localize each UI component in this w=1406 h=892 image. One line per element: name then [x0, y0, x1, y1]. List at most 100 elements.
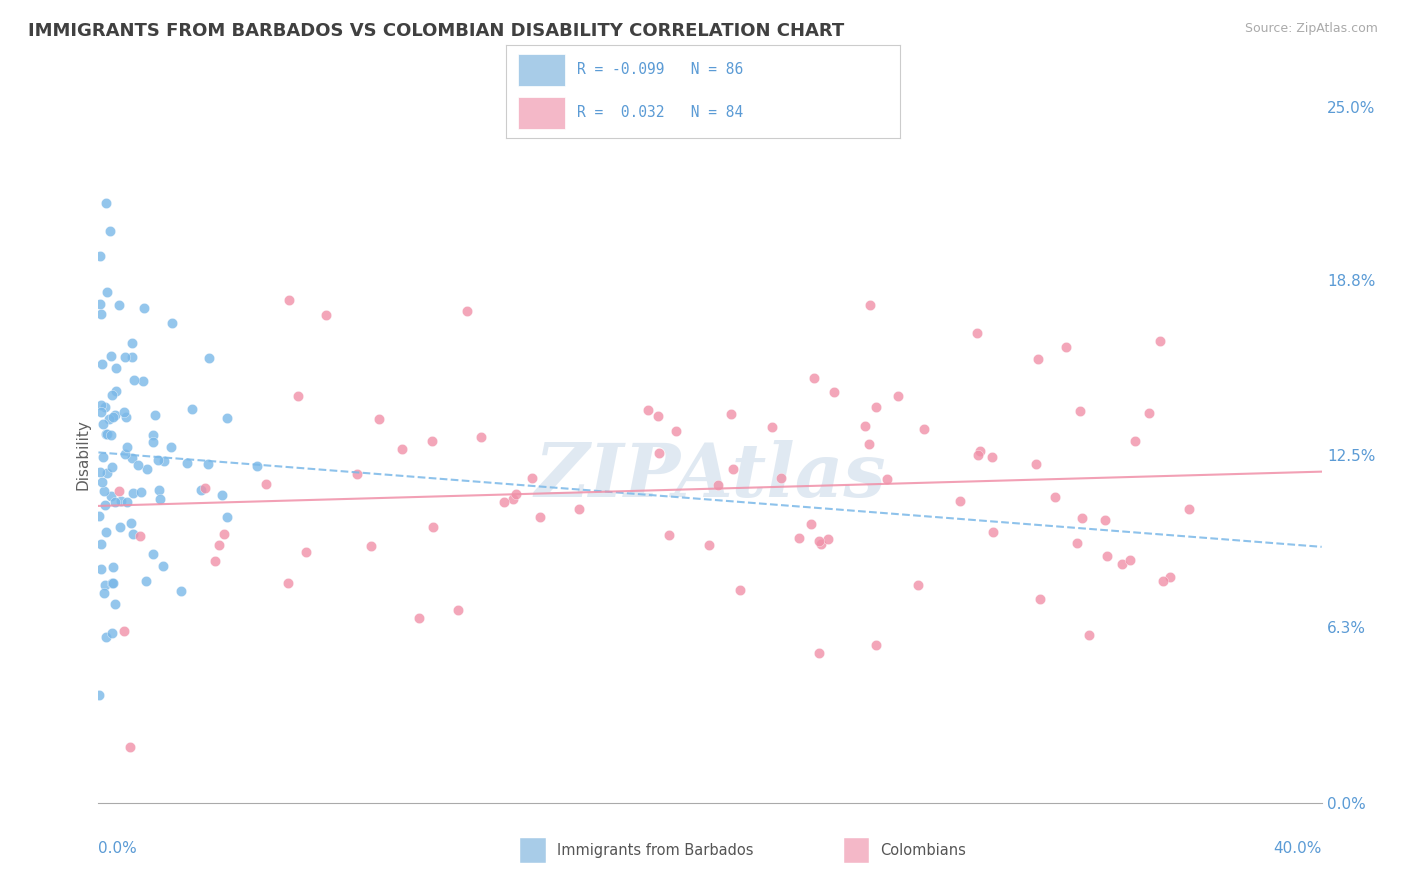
Point [90, 398, 112, 412]
Point [115, 494, 138, 508]
Point [699, 538, 721, 552]
Point [121, 336, 143, 351]
Text: Colombians: Colombians [880, 844, 966, 858]
Point [93, 498, 115, 512]
Point [90, 537, 112, 551]
Point [1078, 627, 1101, 641]
Point [887, 389, 910, 403]
Point [204, 554, 226, 568]
Point [492, 495, 515, 509]
Point [96, 466, 118, 480]
Point [121, 451, 143, 466]
Point [1071, 511, 1094, 525]
Point [1069, 404, 1091, 418]
Point [912, 422, 935, 436]
Point [720, 407, 742, 421]
Point [129, 485, 152, 500]
Point [98, 225, 121, 239]
Point [665, 424, 688, 438]
Point [876, 471, 898, 485]
Point [761, 420, 783, 434]
Point [160, 316, 183, 330]
Point [800, 517, 823, 532]
Point [287, 389, 309, 403]
Point [94, 427, 117, 442]
Point [859, 297, 882, 311]
FancyBboxPatch shape [517, 97, 565, 129]
Point [212, 526, 235, 541]
Point [101, 388, 124, 402]
Point [447, 603, 470, 617]
Point [122, 373, 145, 387]
Point [181, 401, 204, 416]
Point [1026, 352, 1049, 367]
Point [142, 435, 165, 450]
Point [907, 578, 929, 592]
Point [721, 461, 744, 475]
Point [104, 361, 127, 376]
Point [135, 461, 157, 475]
Point [1149, 334, 1171, 348]
Point [93, 400, 115, 414]
Point [1159, 570, 1181, 584]
Point [132, 374, 155, 388]
Point [100, 428, 122, 442]
Point [98, 412, 121, 426]
Y-axis label: Disability: Disability [75, 419, 90, 491]
Point [132, 301, 155, 315]
Text: ZIPAtlas: ZIPAtlas [534, 440, 886, 512]
Point [969, 443, 991, 458]
Point [93, 483, 115, 498]
Point [142, 547, 165, 561]
Point [949, 493, 972, 508]
Point [529, 509, 551, 524]
Point [1119, 553, 1142, 567]
Point [89, 249, 111, 263]
Point [149, 492, 172, 507]
Point [96, 524, 118, 539]
Point [1094, 512, 1116, 526]
Point [810, 537, 832, 551]
Point [295, 545, 318, 559]
Point [211, 488, 233, 502]
Point [1137, 406, 1160, 420]
Point [94, 630, 117, 644]
Point [246, 458, 269, 473]
Point [108, 298, 131, 312]
Point [89, 688, 111, 702]
Point [215, 411, 238, 425]
Point [91, 475, 114, 490]
Point [502, 491, 524, 506]
Point [170, 584, 193, 599]
Point [567, 502, 589, 516]
Point [90, 562, 112, 576]
Point [176, 456, 198, 470]
Point [114, 410, 136, 425]
Point [94, 578, 117, 592]
Point [803, 371, 825, 385]
Point [520, 471, 543, 485]
Point [315, 309, 337, 323]
Text: 0.0%: 0.0% [98, 841, 138, 856]
Point [114, 351, 136, 365]
Point [127, 458, 149, 472]
Point [148, 483, 170, 497]
Point [648, 445, 671, 459]
Text: Immigrants from Barbados: Immigrants from Barbados [557, 844, 754, 858]
Point [121, 486, 143, 500]
Point [101, 410, 124, 425]
Point [254, 477, 277, 491]
Point [346, 467, 368, 481]
Point [104, 597, 127, 611]
Point [94, 196, 117, 211]
Point [1095, 549, 1118, 563]
Point [96, 285, 118, 300]
Point [129, 529, 152, 543]
Point [865, 639, 887, 653]
Point [100, 349, 122, 363]
Point [1123, 434, 1146, 448]
Point [160, 441, 183, 455]
Point [1152, 574, 1174, 589]
Point [91, 417, 114, 431]
Point [817, 532, 839, 546]
